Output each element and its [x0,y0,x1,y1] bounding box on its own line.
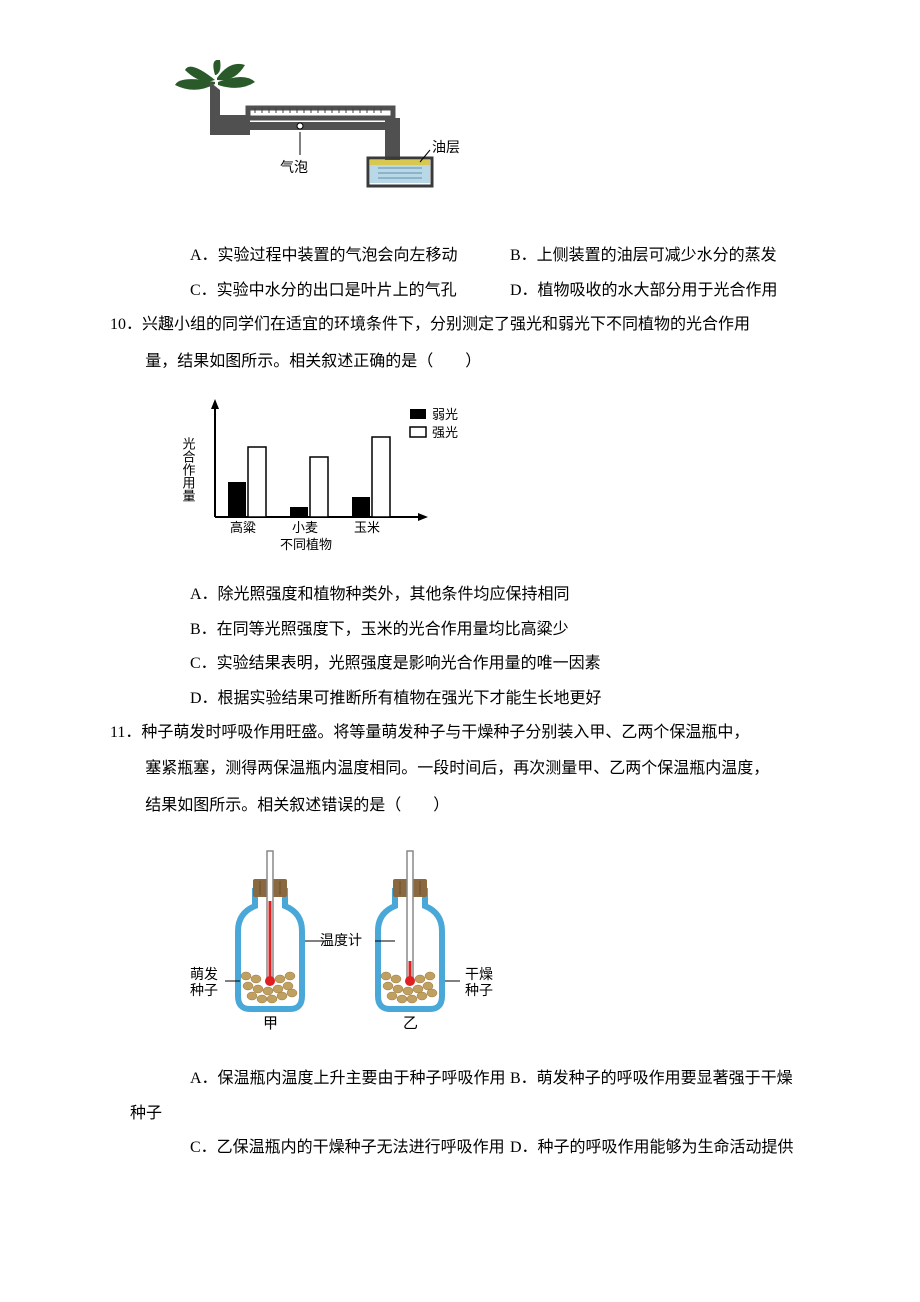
q10-bar-chart-svg: 光合作用量 高粱 小麦 玉米 不同植物 弱光 强光 [170,387,470,557]
x-axis-label: 不同植物 [280,537,332,552]
q9-options-row2: C．实验中水分的出口是叶片上的气孔 D．植物吸收的水大部分用于光合作用 [190,276,830,306]
q10-option-d: D．根据实验结果可推断所有植物在强光下才能生长地更好 [190,684,830,714]
legend-strong: 强光 [432,425,458,440]
q11-flask-svg: 温度计 萌发 种子 干燥 种子 甲 乙 [170,831,530,1041]
cat-2: 玉米 [354,520,380,535]
q9-options-row1: A．实验过程中装置的气泡会向左移动 B．上侧装置的油层可减少水分的蒸发 [190,241,830,271]
q9-option-d: D．植物吸收的水大部分用于光合作用 [510,276,778,306]
oil-label: 油层 [432,140,460,156]
dry-label-1: 干燥 [465,967,493,983]
cat-1: 小麦 [292,520,318,535]
q9-option-c: C．实验中水分的出口是叶片上的气孔 [190,276,510,306]
q11-stem-3: 结果如图所示。相关叙述错误的是（ ） [145,791,830,821]
dry-label-2: 种子 [465,983,493,999]
q11-option-b: B．萌发种子的呼吸作用要显著强于干燥 [510,1064,793,1094]
q11-option-b2: 种子 [130,1099,830,1129]
q11-options-row1: A．保温瓶内温度上升主要由于种子呼吸作用 B．萌发种子的呼吸作用要显著强于干燥 [190,1064,830,1094]
cat-0: 高粱 [230,520,256,535]
yi-label: 乙 [403,1016,418,1032]
q11-option-c: C．乙保温瓶内的干燥种子无法进行呼吸作用 [190,1133,510,1163]
thermo-label: 温度计 [320,933,362,949]
q10-stem-1: 10．兴趣小组的同学们在适宜的环境条件下，分别测定了强光和弱光下不同植物的光合作… [110,310,830,340]
jia-label: 甲 [263,1016,278,1032]
q11-diagram: 温度计 萌发 种子 干燥 种子 甲 乙 [170,831,830,1052]
q9-apparatus-svg: 油层 气泡 [160,60,460,220]
germ-label-2: 种子 [190,983,218,999]
q9-option-b: B．上侧装置的油层可减少水分的蒸发 [510,241,777,271]
q9-figure: 油层 气泡 [160,60,830,231]
q11-options-row2: C．乙保温瓶内的干燥种子无法进行呼吸作用 D．种子的呼吸作用能够为生命活动提供 [190,1133,830,1163]
q11-stem-1: 11．种子萌发时呼吸作用旺盛。将等量萌发种子与干燥种子分别装入甲、乙两个保温瓶中… [110,718,830,748]
q9-option-a: A．实验过程中装置的气泡会向左移动 [190,241,510,271]
q10-stem-2: 量，结果如图所示。相关叙述正确的是（ ） [145,347,830,377]
q10-chart: 光合作用量 高粱 小麦 玉米 不同植物 弱光 强光 [170,387,830,568]
q11-option-a: A．保温瓶内温度上升主要由于种子呼吸作用 [190,1064,510,1094]
q10-option-c: C．实验结果表明，光照强度是影响光合作用量的唯一因素 [190,649,830,679]
bubble-label: 气泡 [280,160,308,176]
legend-weak: 弱光 [432,407,458,422]
q10-option-b: B．在同等光照强度下，玉米的光合作用量均比高粱少 [190,615,830,645]
q10-option-a: A．除光照强度和植物种类外，其他条件均应保持相同 [190,580,830,610]
y-axis-label: 光合作用量 [181,437,196,502]
q11-option-d: D．种子的呼吸作用能够为生命活动提供 [510,1133,794,1163]
q11-stem-2: 塞紧瓶塞，测得两保温瓶内温度相同。一段时间后，再次测量甲、乙两个保温瓶内温度， [145,754,830,784]
germ-label-1: 萌发 [190,967,218,983]
